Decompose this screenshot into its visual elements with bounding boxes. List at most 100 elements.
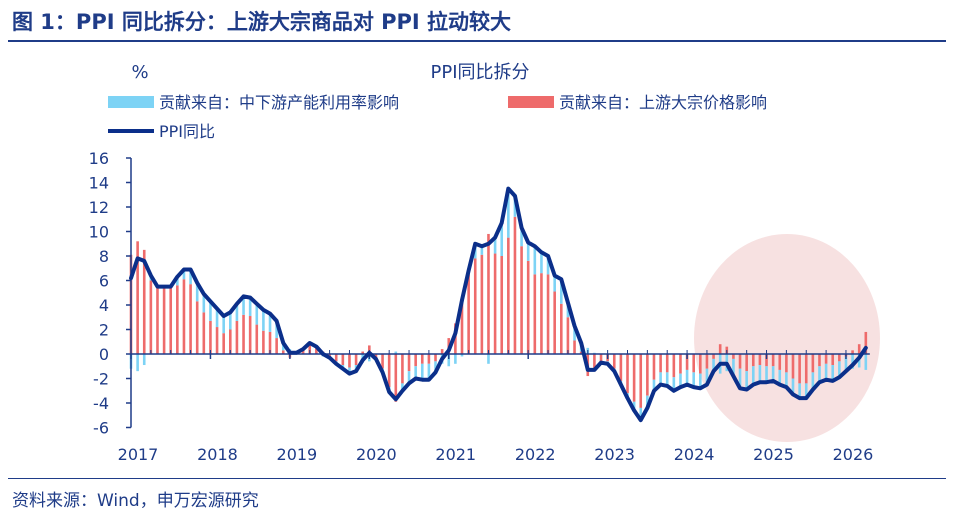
x-tick-label: 2018	[197, 445, 238, 464]
bar-upstream	[665, 354, 669, 373]
bar-midstream	[275, 320, 278, 339]
bar-upstream	[427, 354, 431, 364]
bar-upstream	[553, 291, 556, 354]
bar-midstream	[745, 371, 748, 390]
bar-upstream	[215, 327, 219, 354]
bar-midstream	[235, 303, 239, 321]
bar-upstream	[182, 279, 186, 354]
title-divider	[8, 40, 946, 42]
bar-midstream	[864, 354, 868, 370]
bar-upstream	[176, 285, 179, 354]
bar-upstream	[732, 354, 735, 359]
bar-midstream	[804, 383, 808, 399]
legend-swatch-upstream	[508, 96, 554, 108]
bar-midstream	[262, 309, 265, 331]
bar-midstream	[480, 246, 484, 255]
bar-upstream	[632, 354, 636, 402]
bar-midstream	[652, 379, 656, 391]
bar-upstream	[751, 354, 755, 367]
bar-upstream	[209, 320, 212, 354]
bar-upstream	[368, 345, 371, 354]
bar-midstream	[394, 351, 398, 354]
bar-midstream	[513, 195, 517, 217]
bar-upstream	[407, 354, 411, 372]
bar-upstream	[546, 274, 550, 354]
bar-midstream	[851, 354, 854, 369]
bar-upstream	[222, 333, 225, 354]
bar-midstream	[646, 395, 649, 408]
bar-upstream	[533, 274, 537, 354]
bar-midstream	[209, 301, 212, 321]
bar-midstream	[573, 325, 576, 341]
bar-upstream	[467, 274, 470, 354]
bar-midstream	[732, 358, 735, 377]
bar-upstream	[573, 340, 576, 354]
bar-midstream	[685, 369, 689, 385]
bar-upstream	[315, 346, 318, 354]
bar-midstream	[255, 303, 259, 325]
bar-upstream	[156, 287, 159, 354]
bar-midstream	[844, 356, 848, 372]
bar-upstream	[526, 260, 530, 354]
bar-upstream	[679, 354, 682, 374]
bar-upstream	[189, 284, 192, 354]
bar-upstream	[612, 354, 616, 369]
bar-upstream	[281, 350, 285, 354]
bar-upstream	[434, 354, 437, 362]
bar-midstream	[798, 383, 801, 399]
bar-upstream	[262, 330, 265, 354]
bar-midstream	[414, 366, 417, 379]
bar-midstream	[242, 296, 245, 315]
bar-upstream	[493, 253, 497, 354]
bar-upstream	[685, 354, 689, 370]
bar-upstream	[626, 354, 629, 394]
bar-upstream	[348, 354, 351, 368]
y-tick-label: 2	[99, 321, 109, 340]
bar-midstream	[215, 308, 219, 328]
bar-upstream	[593, 354, 596, 372]
bar-upstream	[162, 287, 166, 354]
highlight-circle	[694, 234, 880, 442]
bar-midstream	[195, 282, 199, 302]
x-tick-label: 2021	[435, 445, 476, 464]
bar-upstream	[831, 354, 835, 366]
bar-midstream	[659, 372, 662, 385]
bar-midstream	[738, 368, 742, 389]
bar-midstream	[348, 367, 351, 374]
bar-upstream	[712, 354, 715, 359]
bar-upstream	[195, 301, 199, 354]
y-tick-label: 16	[89, 149, 109, 168]
bar-upstream	[460, 297, 464, 354]
bar-midstream	[818, 366, 821, 383]
bar-midstream	[447, 354, 451, 367]
bar-midstream	[434, 361, 437, 373]
bar-upstream	[785, 354, 788, 373]
x-tick-label: 2022	[515, 445, 556, 464]
bar-midstream	[507, 188, 510, 238]
bar-upstream	[308, 344, 312, 354]
bar-upstream	[646, 354, 649, 396]
bar-midstream	[268, 313, 272, 332]
bar-upstream	[639, 354, 643, 408]
y-tick-label: 8	[99, 247, 109, 266]
bar-midstream	[857, 354, 861, 368]
bar-midstream	[248, 297, 252, 317]
bar-midstream	[705, 368, 709, 385]
figure-title: 图 1：PPI 同比拆分：上游大宗商品对 PPI 拉动较大	[12, 10, 512, 34]
bar-upstream	[838, 354, 841, 362]
bar-midstream	[401, 383, 404, 391]
bar-upstream	[480, 254, 484, 354]
ppi-line	[129, 186, 868, 423]
bar-midstream	[460, 354, 464, 357]
bar-upstream	[341, 354, 345, 366]
bar-upstream	[718, 344, 722, 354]
x-tick-label: 2024	[674, 445, 715, 464]
bar-midstream	[778, 369, 782, 385]
bar-midstream	[751, 366, 755, 385]
bar-upstream	[242, 314, 245, 354]
bar-upstream	[560, 303, 563, 354]
bar-upstream	[473, 258, 477, 354]
bar-upstream	[513, 216, 517, 354]
bar-upstream	[699, 354, 702, 374]
bar-upstream	[401, 354, 404, 384]
